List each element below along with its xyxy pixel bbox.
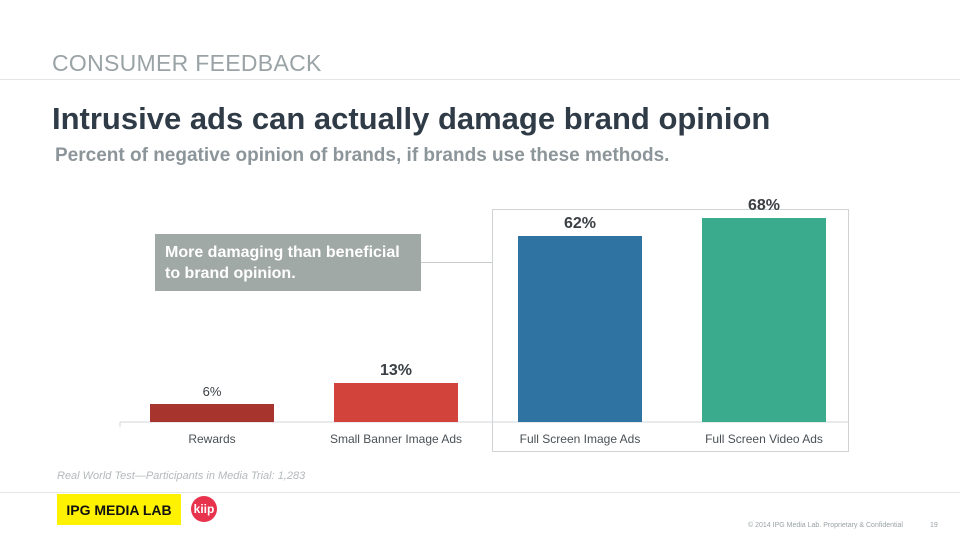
callout-connector [421, 262, 492, 263]
bar [334, 383, 458, 422]
data-label: 6% [203, 384, 222, 399]
x-tick-label: Full Screen Video Ads [705, 432, 823, 446]
bar [702, 218, 826, 422]
data-label: 68% [748, 197, 780, 214]
callout-box: More damaging than beneficial to brand o… [155, 234, 421, 291]
footnote: Real World Test—Participants in Media Tr… [57, 470, 306, 482]
data-label: 62% [564, 215, 596, 232]
page-title: Intrusive ads can actually damage brand … [52, 101, 771, 136]
section-label: CONSUMER FEEDBACK [52, 50, 322, 76]
page-number: 19 [930, 522, 938, 529]
x-tick-label: Small Banner Image Ads [330, 432, 462, 446]
footer-divider [0, 492, 960, 493]
highlight-box [492, 209, 849, 452]
copyright-text: © 2014 IPG Media Lab. Proprietary & Conf… [748, 522, 903, 529]
page-subtitle: Percent of negative opinion of brands, i… [55, 145, 670, 166]
bar [518, 236, 642, 422]
data-label: 13% [380, 362, 412, 379]
ipg-media-lab-logo: IPG MEDIA LAB [57, 494, 181, 525]
kiip-logo: kiip [191, 496, 217, 522]
section-divider [0, 79, 960, 80]
x-tick-label: Rewards [188, 432, 235, 446]
x-tick-label: Full Screen Image Ads [520, 432, 641, 446]
bar [150, 404, 274, 422]
